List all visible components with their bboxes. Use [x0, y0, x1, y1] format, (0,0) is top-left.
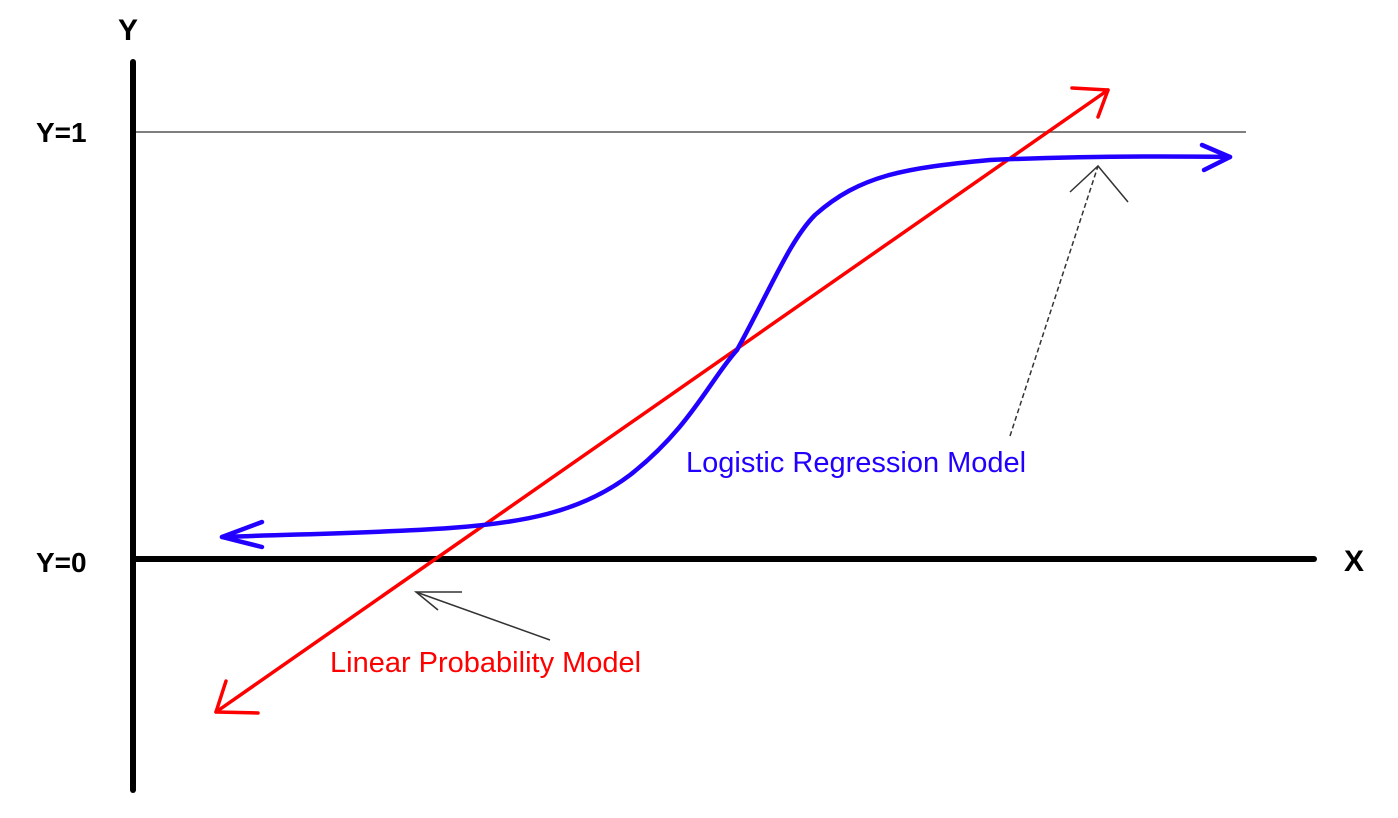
linear-arrowhead-lower	[214, 679, 260, 715]
logistic-pointer-line	[1009, 165, 1099, 437]
y-one-tick-label: Y=1	[36, 117, 87, 148]
linear-pointer-line	[415, 591, 551, 641]
logistic-pointer-arrowhead	[1069, 164, 1129, 203]
x-axis-label: X	[1344, 545, 1364, 578]
logistic-arrowhead-left	[219, 519, 265, 550]
linear-probability-line	[214, 88, 1110, 714]
linear-arrowhead-upper	[1070, 86, 1110, 119]
linear-probability-label: Linear Probability Model	[330, 647, 641, 679]
logistic-arrowhead-right	[1199, 142, 1233, 173]
y-axis-label: Y	[118, 14, 138, 47]
logistic-regression-label: Logistic Regression Model	[686, 447, 1026, 479]
logistic-regression-curve	[219, 154, 1233, 540]
linear-pointer-arrowhead	[413, 591, 462, 611]
y-zero-tick-label: Y=0	[36, 547, 87, 578]
